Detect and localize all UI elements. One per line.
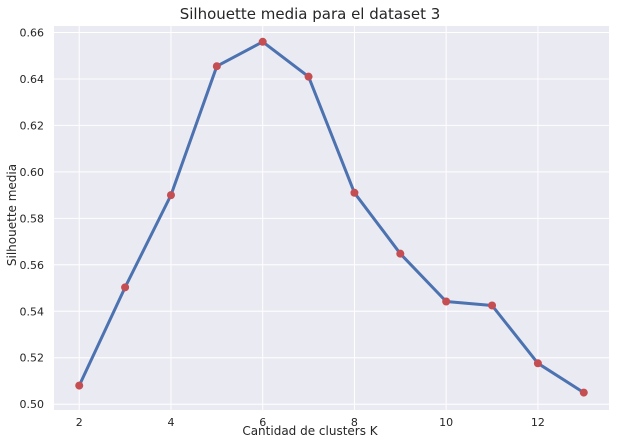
series-line bbox=[77, 40, 586, 395]
data-point bbox=[442, 297, 451, 306]
grid-lines bbox=[54, 26, 609, 410]
x-tick-label: 2 bbox=[76, 416, 83, 429]
y-tick-label: 0.52 bbox=[20, 352, 45, 365]
y-tick-label: 0.56 bbox=[20, 259, 45, 272]
x-tick-labels: 2 4 6 8 10 12 bbox=[76, 416, 545, 429]
y-tick-label: 0.62 bbox=[20, 119, 45, 132]
y-tick-label: 0.50 bbox=[20, 398, 45, 411]
x-tick-label: 4 bbox=[167, 416, 174, 429]
data-point bbox=[533, 359, 542, 368]
x-tick-label: 12 bbox=[531, 416, 545, 429]
x-tick-label: 10 bbox=[439, 416, 453, 429]
data-point bbox=[396, 249, 405, 258]
data-point bbox=[121, 283, 130, 292]
y-tick-label: 0.58 bbox=[20, 212, 45, 225]
x-axis-label: Cantidad de clusters K bbox=[242, 424, 378, 438]
y-axis-label: Silhouette media bbox=[5, 164, 19, 266]
x-tick-label: 8 bbox=[351, 416, 358, 429]
y-tick-label: 0.60 bbox=[20, 166, 45, 179]
data-point bbox=[166, 191, 175, 200]
x-tick-label: 6 bbox=[259, 416, 266, 429]
chart-title: Silhouette media para el dataset 3 bbox=[180, 5, 441, 23]
data-points bbox=[75, 37, 588, 397]
data-point bbox=[488, 301, 497, 310]
y-tick-label: 0.66 bbox=[20, 27, 45, 40]
data-point bbox=[350, 188, 359, 197]
data-point bbox=[212, 62, 221, 71]
y-tick-label: 0.64 bbox=[20, 73, 45, 86]
data-point bbox=[258, 37, 267, 46]
y-tick-labels: 0.50 0.52 0.54 0.56 0.58 0.60 0.62 0.64 0.66 bbox=[20, 27, 45, 412]
data-point bbox=[75, 381, 84, 390]
y-tick-label: 0.54 bbox=[20, 305, 45, 318]
data-point bbox=[579, 388, 588, 397]
series-lines bbox=[77, 40, 586, 395]
data-point bbox=[304, 72, 313, 81]
